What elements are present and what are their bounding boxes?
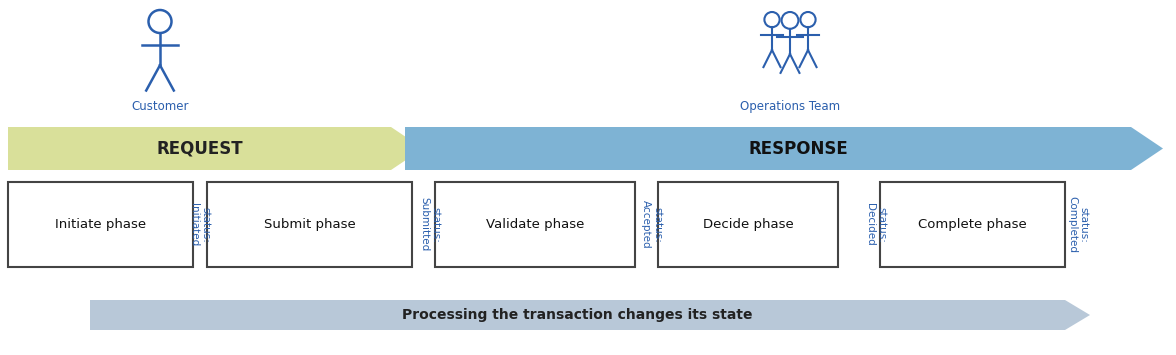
Polygon shape [405,127,1163,170]
Text: status:
Accepted: status: Accepted [641,200,663,249]
Text: Initiate phase: Initiate phase [55,218,146,231]
FancyBboxPatch shape [659,182,838,267]
Text: Operations Team: Operations Team [740,100,840,113]
Text: status:
Initiated: status: Initiated [189,203,211,246]
Text: Customer: Customer [132,100,189,113]
FancyBboxPatch shape [435,182,635,267]
Text: Submit phase: Submit phase [263,218,355,231]
Polygon shape [91,300,1090,330]
Text: RESPONSE: RESPONSE [748,140,848,158]
Text: Processing the transaction changes its state: Processing the transaction changes its s… [402,308,753,322]
Text: REQUEST: REQUEST [156,140,242,158]
FancyBboxPatch shape [8,182,193,267]
Text: Validate phase: Validate phase [486,218,584,231]
FancyBboxPatch shape [880,182,1065,267]
Polygon shape [8,127,423,170]
FancyBboxPatch shape [207,182,412,267]
Text: status:
Decided: status: Decided [866,203,887,246]
Text: Decide phase: Decide phase [702,218,794,231]
Text: Complete phase: Complete phase [918,218,1027,231]
Text: status:
Completed: status: Completed [1067,196,1089,253]
Text: status:
Submitted: status: Submitted [419,197,441,252]
